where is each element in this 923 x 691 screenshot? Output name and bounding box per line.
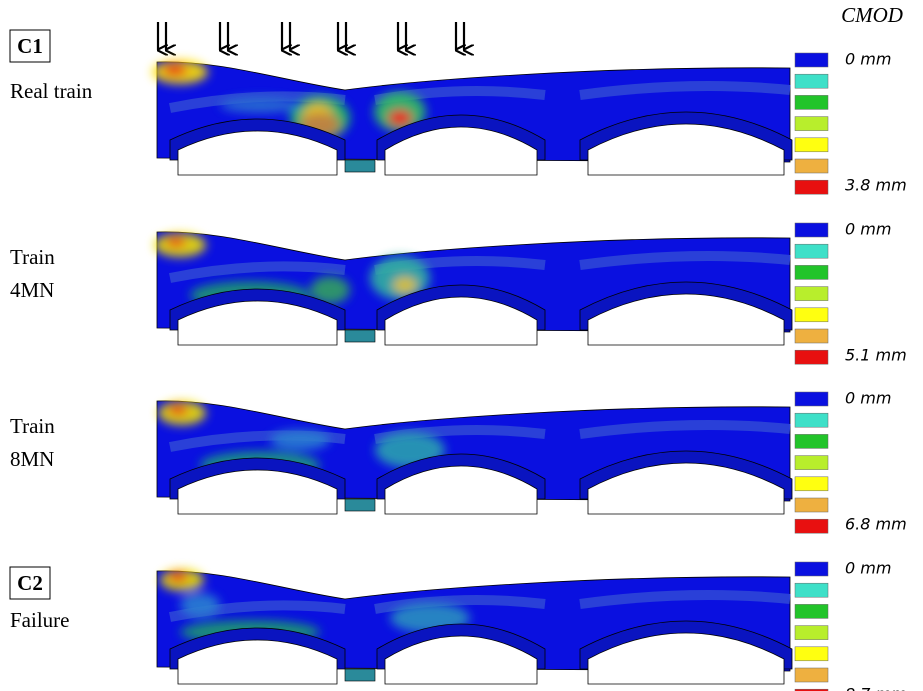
pier-base <box>344 159 376 173</box>
load-arrows <box>156 22 464 50</box>
bridge <box>156 400 793 515</box>
legend-swatch <box>794 604 829 619</box>
legend-swatch <box>794 179 829 195</box>
heat-zone <box>310 276 350 304</box>
tag-box <box>9 29 51 63</box>
legend-swatch <box>794 582 829 598</box>
bridge <box>152 60 793 176</box>
arch-opening <box>587 462 785 515</box>
legend-swatch <box>794 497 829 513</box>
legend-swatch <box>794 412 829 428</box>
panel-label: Train <box>10 245 55 269</box>
panel-label: Train <box>10 414 55 438</box>
legend-swatch <box>794 391 829 407</box>
arch-opening <box>177 130 338 176</box>
legend-swatch <box>794 265 829 280</box>
legend-swatch <box>794 95 829 110</box>
heat-zone <box>220 97 300 113</box>
tag-box <box>9 566 51 600</box>
arch-opening <box>587 123 785 176</box>
legend-min: 0 mm <box>845 559 891 578</box>
pier-base <box>344 329 376 343</box>
legend-swatch <box>794 625 829 640</box>
legend-swatch <box>794 434 829 449</box>
legend-swatch <box>794 116 829 131</box>
legend-swatch <box>794 222 829 238</box>
pier-base <box>344 498 376 512</box>
legend-min: 0 mm <box>845 220 891 239</box>
legend-swatch <box>794 307 829 323</box>
arch-opening <box>177 469 338 515</box>
legend-max: 5.1 mm <box>845 346 907 365</box>
arch-opening <box>587 632 785 685</box>
panel-label: 8MN <box>10 447 54 471</box>
heat-zone <box>168 572 188 582</box>
legend-swatch <box>794 646 829 662</box>
legend-swatch <box>794 286 829 301</box>
heat-zone <box>393 277 417 293</box>
heat-zone <box>168 405 188 415</box>
panel-label: Real train <box>10 79 93 103</box>
arch-opening <box>384 126 538 176</box>
legend-min: 0 mm <box>845 50 891 69</box>
legend-swatch <box>794 561 829 577</box>
panel-label: Failure <box>10 608 69 632</box>
legend-min: 0 mm <box>845 389 891 408</box>
legend-swatch <box>794 137 829 153</box>
legend-title: CMOD <box>841 3 903 27</box>
arch-opening <box>384 635 538 685</box>
heat-zone <box>180 593 220 617</box>
legend-max: 3.8 mm <box>845 176 907 195</box>
legend-swatch <box>794 243 829 259</box>
arch-opening <box>177 639 338 685</box>
legend-swatch <box>794 328 829 344</box>
legend-swatch <box>794 455 829 470</box>
arch-opening <box>587 293 785 346</box>
legend-swatch <box>794 667 829 683</box>
bridge <box>154 231 793 346</box>
panel-tag: C2 <box>17 571 43 595</box>
legend-swatch <box>794 688 829 691</box>
legend-swatch <box>794 73 829 89</box>
heat-zone <box>270 430 330 450</box>
bridge <box>156 569 793 685</box>
heat-zone <box>388 110 412 126</box>
pier-base <box>344 668 376 682</box>
legend-max: 6.8 mm <box>845 515 907 534</box>
legend-swatch <box>794 476 829 492</box>
arch-opening <box>384 296 538 346</box>
heat-zone <box>166 237 186 247</box>
heat-zone <box>163 64 187 76</box>
panel-label: 4MN <box>10 278 54 302</box>
panel-tag: C1 <box>17 34 43 58</box>
legend-swatch <box>794 52 829 68</box>
legend-swatch <box>794 518 829 534</box>
legend-max: 8.7 mm <box>845 685 907 691</box>
arch-opening <box>384 465 538 515</box>
legend-swatch <box>794 349 829 365</box>
legend-swatch <box>794 158 829 174</box>
arch-opening <box>177 300 338 346</box>
